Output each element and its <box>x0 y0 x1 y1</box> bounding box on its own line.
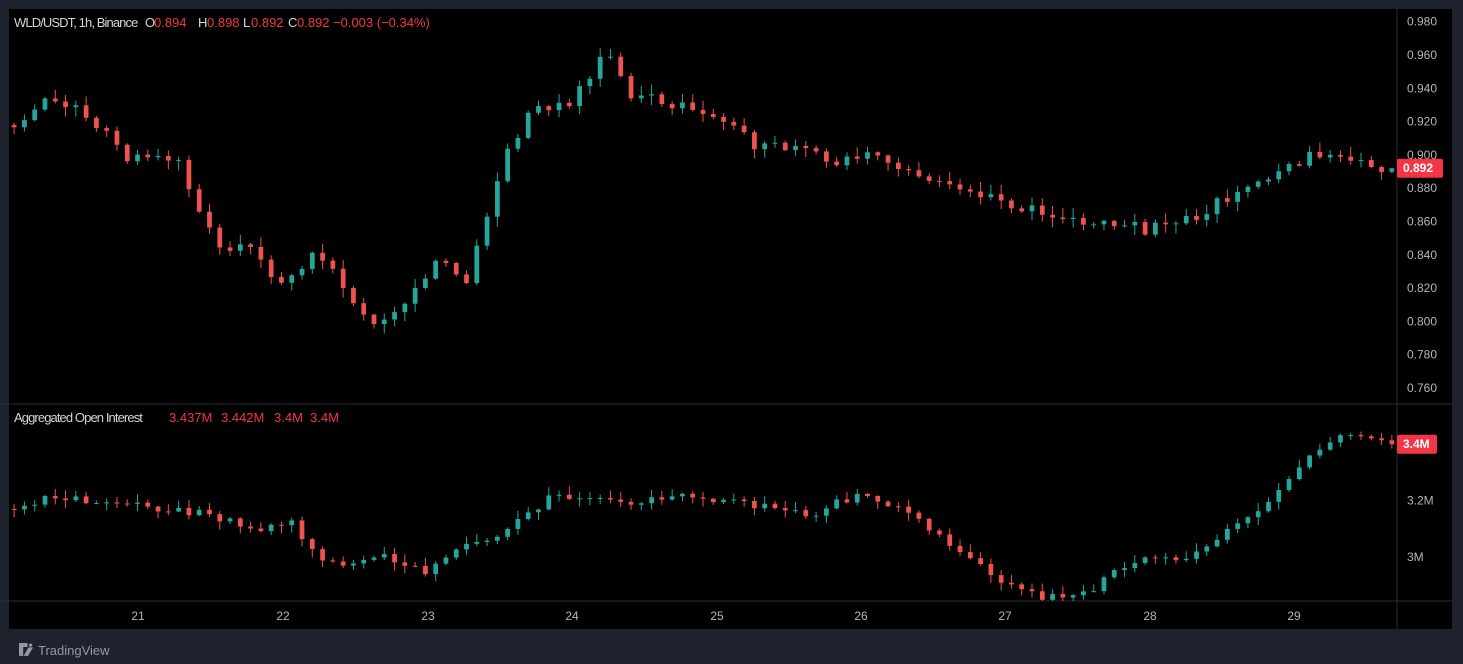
svg-text:0.760: 0.760 <box>1407 381 1437 395</box>
svg-text:26: 26 <box>854 609 868 623</box>
svg-text:3.4M: 3.4M <box>310 410 339 425</box>
svg-text:24: 24 <box>565 609 579 623</box>
svg-text:WLD/USDT, 1h, Binance: WLD/USDT, 1h, Binance <box>14 15 138 30</box>
svg-text:3.4M: 3.4M <box>274 410 303 425</box>
svg-text:0.880: 0.880 <box>1407 181 1437 195</box>
svg-text:3.442M: 3.442M <box>221 410 264 425</box>
svg-text:3.437M: 3.437M <box>169 410 212 425</box>
svg-text:29: 29 <box>1287 609 1301 623</box>
svg-text:L: L <box>243 15 250 30</box>
svg-text:H: H <box>198 15 207 30</box>
svg-text:−0.003 (−0.34%): −0.003 (−0.34%) <box>333 15 430 30</box>
svg-text:0.892: 0.892 <box>1403 161 1433 175</box>
svg-text:23: 23 <box>421 609 435 623</box>
svg-text:25: 25 <box>710 609 724 623</box>
svg-text:0.898: 0.898 <box>207 15 240 30</box>
svg-text:21: 21 <box>131 609 145 623</box>
svg-text:0.940: 0.940 <box>1407 81 1437 95</box>
svg-text:0.894: 0.894 <box>154 15 187 30</box>
svg-text:0.820: 0.820 <box>1407 281 1437 295</box>
svg-text:0.860: 0.860 <box>1407 215 1437 229</box>
svg-text:0.920: 0.920 <box>1407 115 1437 129</box>
svg-text:3M: 3M <box>1407 550 1424 564</box>
svg-text:22: 22 <box>276 609 290 623</box>
svg-text:3.2M: 3.2M <box>1407 494 1434 508</box>
svg-text:0.800: 0.800 <box>1407 314 1437 328</box>
svg-text:Aggregated Open Interest: Aggregated Open Interest <box>14 410 143 425</box>
svg-text:C: C <box>288 15 297 30</box>
svg-text:0.980: 0.980 <box>1407 15 1437 29</box>
svg-text:0.960: 0.960 <box>1407 48 1437 62</box>
svg-text:TradingView: TradingView <box>38 643 110 658</box>
svg-text:0.892: 0.892 <box>251 15 284 30</box>
svg-text:0.780: 0.780 <box>1407 348 1437 362</box>
svg-text:28: 28 <box>1143 609 1157 623</box>
svg-text:0.840: 0.840 <box>1407 248 1437 262</box>
svg-text:0.892: 0.892 <box>297 15 330 30</box>
svg-text:3.4M: 3.4M <box>1403 437 1430 451</box>
svg-text:27: 27 <box>998 609 1012 623</box>
